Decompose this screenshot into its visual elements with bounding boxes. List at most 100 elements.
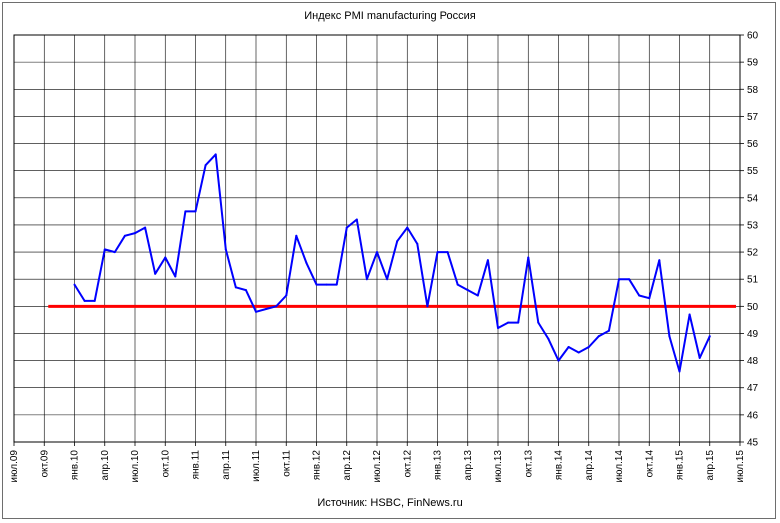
pmi-data-point: [688, 313, 691, 316]
pmi-data-point: [194, 210, 197, 213]
y-tick-label: 48: [747, 356, 759, 367]
pmi-data-point: [365, 278, 368, 281]
pmi-data-point: [708, 335, 711, 338]
y-tick-label: 60: [747, 31, 759, 42]
pmi-data-point: [507, 321, 510, 324]
pmi-data-point: [73, 283, 76, 286]
y-tick-label: 47: [747, 383, 759, 394]
pmi-data-point: [255, 310, 257, 313]
pmi-data-point: [83, 299, 86, 302]
y-tick-label: 57: [747, 112, 759, 123]
x-tick-label: окт.12: [402, 450, 413, 478]
pmi-series-line: [73, 153, 711, 373]
pmi-data-point: [174, 275, 177, 278]
pmi-data-point: [335, 283, 338, 286]
pmi-data-point: [416, 242, 419, 245]
pmi-data-point: [537, 321, 540, 324]
pmi-data-point: [607, 329, 610, 332]
x-tick-label: янв.15: [675, 450, 686, 481]
pmi-data-point: [426, 305, 429, 308]
pmi-data-point: [285, 294, 288, 297]
pmi-data-point: [618, 278, 620, 281]
pmi-data-point: [466, 289, 469, 292]
pmi-data-point: [93, 299, 96, 302]
pmi-data-point: [628, 278, 631, 281]
x-tick-label: янв.14: [554, 450, 565, 481]
x-tick-label: янв.10: [70, 450, 81, 481]
pmi-data-point: [698, 356, 701, 359]
pmi-data-point: [497, 327, 499, 330]
y-tick-label: 59: [747, 58, 759, 69]
pmi-data-point: [234, 286, 237, 289]
pmi-data-point: [486, 259, 489, 262]
x-tick-label: апр.13: [463, 450, 474, 481]
pmi-data-point: [134, 232, 136, 235]
y-tick-label: 49: [747, 329, 759, 340]
pmi-data-point: [638, 294, 641, 297]
x-tick-label: июл.13: [493, 450, 504, 483]
pmi-data-point: [668, 335, 671, 338]
x-tick-label: июл.14: [614, 450, 625, 483]
pmi-data-point: [446, 251, 449, 254]
pmi-data-point: [436, 251, 439, 254]
y-tick-label: 52: [747, 248, 759, 259]
pmi-data-point: [557, 359, 560, 362]
x-tick-label: окт.09: [39, 450, 50, 478]
pmi-data-point: [184, 210, 187, 213]
pmi-data-point: [396, 240, 399, 243]
y-tick-label: 51: [747, 275, 759, 286]
x-tick-label: апр.12: [342, 450, 353, 481]
x-tick-label: апр.10: [100, 450, 111, 481]
y-tick-label: 53: [747, 220, 759, 231]
pmi-data-point: [244, 289, 247, 292]
pmi-data-point: [123, 234, 126, 237]
pmi-data-point: [224, 248, 227, 251]
pmi-data-point: [345, 226, 348, 229]
pmi-data-point: [214, 153, 217, 156]
pmi-data-point: [144, 226, 147, 229]
pmi-data-point: [265, 308, 268, 311]
x-tick-label: янв.12: [312, 450, 323, 481]
pmi-data-point: [406, 226, 409, 229]
x-tick-label: апр.14: [584, 450, 595, 481]
x-tick-label: апр.15: [705, 450, 716, 481]
pmi-data-point: [355, 218, 358, 221]
pmi-data-point: [547, 337, 550, 340]
pmi-data-point: [275, 305, 278, 308]
x-tick-label: окт.13: [523, 450, 534, 478]
pmi-data-point: [476, 294, 479, 297]
pmi-data-point: [295, 234, 298, 237]
chart-source: Источник: HSBC, FinNews.ru: [317, 497, 463, 509]
pmi-data-point: [587, 346, 590, 349]
pmi-data-point: [325, 283, 328, 286]
y-tick-label: 58: [747, 85, 759, 96]
x-tick-label: июл.15: [735, 450, 746, 483]
x-tick-label: июл.10: [130, 450, 141, 483]
pmi-data-point: [305, 261, 308, 264]
x-tick-label: окт.10: [160, 450, 171, 478]
x-tick-label: июл.09: [9, 450, 20, 483]
x-tick-label: апр.11: [221, 450, 232, 480]
pmi-data-point: [517, 321, 520, 324]
pmi-data-point: [648, 297, 651, 300]
pmi-data-point: [154, 272, 157, 275]
y-tick-label: 56: [747, 139, 759, 150]
x-tick-label: янв.13: [433, 450, 444, 481]
x-tick-label: июл.12: [372, 450, 383, 483]
pmi-data-point: [386, 278, 389, 281]
pmi-data-point: [597, 335, 600, 338]
pmi-data-point: [456, 283, 459, 286]
y-tick-label: 50: [747, 302, 759, 313]
x-tick-label: июл.11: [251, 450, 262, 482]
y-tick-label: 55: [747, 166, 759, 177]
y-tick-label: 46: [747, 410, 759, 421]
chart-title: Индекс PMI manufacturing Россия: [304, 10, 476, 22]
pmi-data-point: [164, 256, 167, 259]
pmi-data-point: [376, 251, 378, 254]
pmi-data-point: [315, 283, 318, 286]
pmi-data-point: [204, 164, 207, 167]
x-tick-label: янв.11: [191, 450, 202, 480]
